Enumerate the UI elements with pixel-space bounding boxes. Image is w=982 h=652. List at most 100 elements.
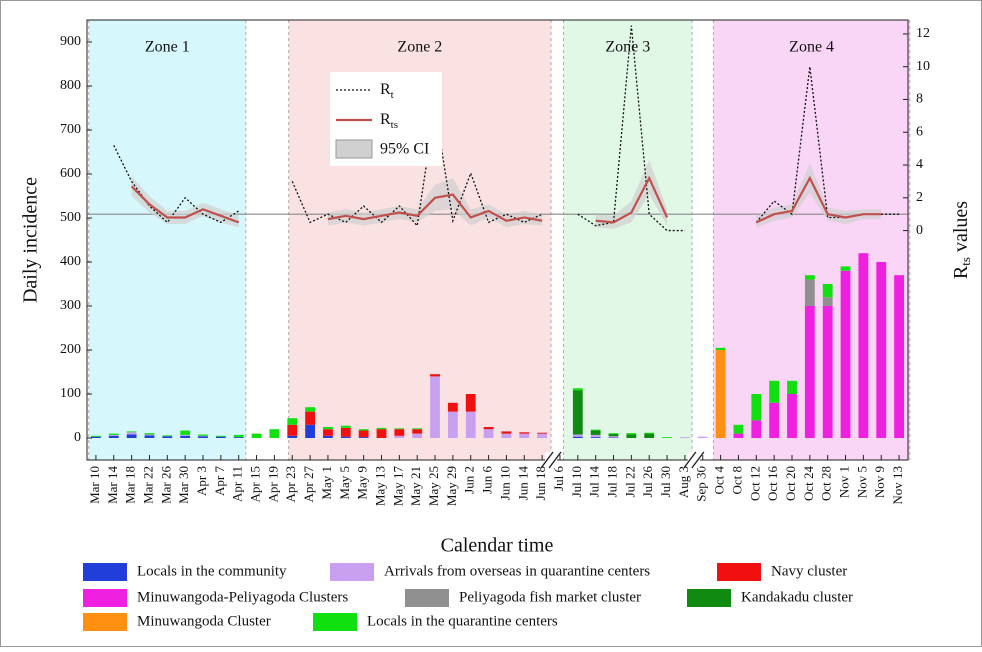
bar <box>341 437 351 438</box>
bar <box>394 428 404 429</box>
legend-label-main: R <box>380 111 391 128</box>
bar <box>769 403 779 438</box>
x-tick-label: Oct 24 <box>801 466 816 502</box>
bar <box>377 429 387 438</box>
x-tick-label: Mar 14 <box>105 466 120 504</box>
zone-label: Zone 1 <box>145 39 190 56</box>
y2-label-main: R <box>950 265 972 279</box>
legend-label-main: R <box>380 81 391 98</box>
bar <box>751 420 761 438</box>
x-tick-label: Oct 16 <box>765 466 780 502</box>
zone-label: Zone 3 <box>605 39 650 56</box>
x-tick-label: Jul 22 <box>622 466 637 497</box>
bar <box>180 435 190 436</box>
bar <box>823 297 833 306</box>
x-tick-label: Jul 26 <box>640 466 655 498</box>
y-tick-label: 100 <box>60 386 81 401</box>
zone-label: Zone 2 <box>397 39 442 56</box>
bar <box>698 437 708 438</box>
bar <box>716 348 726 350</box>
legend-swatch <box>717 563 761 581</box>
bar <box>537 433 547 434</box>
bar <box>805 306 815 438</box>
bar <box>876 262 886 438</box>
bar <box>734 425 744 434</box>
bar <box>216 436 226 437</box>
x-tick-label: Jul 6 <box>551 466 566 491</box>
zone-label: Zone 4 <box>789 39 834 56</box>
bar <box>394 436 404 438</box>
bar <box>359 437 369 438</box>
legend-swatch <box>687 589 731 607</box>
bar <box>91 436 101 437</box>
bar <box>858 253 868 438</box>
y2-axis-label: Rts values <box>950 201 973 279</box>
y2-tick-label: 12 <box>916 26 930 41</box>
bar <box>394 429 404 436</box>
legend-label: 95% CI <box>380 141 429 158</box>
x-tick-label: Mar 30 <box>176 466 191 504</box>
legend-label: Locals in the community <box>137 563 287 579</box>
bar <box>841 266 851 270</box>
x-tick-label: May 29 <box>444 466 459 506</box>
y-tick-label: 500 <box>60 210 81 225</box>
bar <box>269 429 279 438</box>
bar <box>109 435 119 436</box>
bar <box>573 437 583 438</box>
x-tick-label: Jul 18 <box>604 466 619 497</box>
legend-swatch <box>336 140 372 158</box>
bar <box>519 434 529 438</box>
bar <box>109 434 119 435</box>
bar <box>287 425 297 436</box>
bar <box>359 431 369 438</box>
x-tick-label: Jul 30 <box>658 466 673 497</box>
legend-label: Arrivals from overseas in quarantine cen… <box>384 563 650 579</box>
x-tick-label: Oct 8 <box>729 466 744 495</box>
bar <box>305 407 315 411</box>
x-tick-label: Aug 3 <box>676 466 691 498</box>
bar <box>466 412 476 438</box>
legend-label: Kandakadu cluster <box>741 589 853 605</box>
x-tick-label: May 9 <box>355 466 370 500</box>
y-tick-label: 600 <box>60 166 81 181</box>
x-tick-label: Jun 18 <box>533 466 548 500</box>
y2-tick-label: 4 <box>916 157 923 172</box>
x-tick-label: Jul 10 <box>569 466 584 497</box>
bar <box>109 436 119 438</box>
bar <box>359 429 369 430</box>
x-tick-label: Jun 6 <box>480 466 495 494</box>
y-tick-label: 300 <box>60 298 81 313</box>
bar <box>751 394 761 420</box>
legend-swatch <box>83 563 127 581</box>
bar <box>127 434 137 438</box>
bar <box>591 437 601 438</box>
x-tick-label: Apr 23 <box>283 466 298 502</box>
bar <box>787 381 797 394</box>
bar <box>305 425 315 438</box>
bar <box>484 429 494 438</box>
x-tick-label: Mar 18 <box>123 466 138 504</box>
bar <box>448 403 458 412</box>
x-tick-label: Mar 10 <box>87 466 102 504</box>
bar <box>145 434 155 435</box>
y-axis-label: Daily incidence <box>20 177 42 303</box>
legend-swatch <box>330 563 374 581</box>
x-tick-label: Apr 7 <box>212 466 227 496</box>
x-tick-label: May 21 <box>408 466 423 506</box>
bar <box>430 376 440 438</box>
x-tick-label: Nov 13 <box>890 466 905 505</box>
y-tick-label: 400 <box>60 254 81 269</box>
x-tick-label: Apr 27 <box>301 466 316 503</box>
x-tick-label: Mar 22 <box>140 466 155 504</box>
x-tick-label: Oct 4 <box>712 466 727 495</box>
x-tick-label: Apr 11 <box>230 466 245 502</box>
bar <box>430 374 440 376</box>
legend-label: Minuwangoda Cluster <box>137 613 271 629</box>
bar <box>823 306 833 438</box>
bar <box>787 394 797 438</box>
legend-swatch <box>313 613 357 631</box>
bar <box>502 431 512 433</box>
y-tick-label: 800 <box>60 78 81 93</box>
bar <box>626 433 636 434</box>
